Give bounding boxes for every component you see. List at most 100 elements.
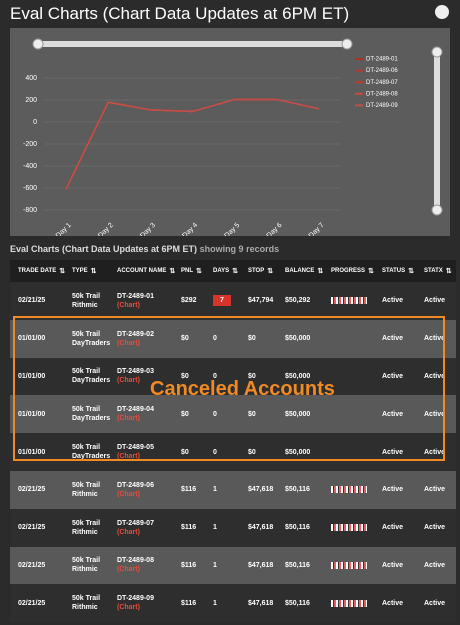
table-cell: Active	[424, 358, 445, 396]
table-cell: $50,000	[285, 358, 310, 396]
account-type: 50k Trail Rithmic	[72, 292, 101, 309]
trade-date: 02/21/25	[18, 486, 46, 494]
chart-link[interactable]: (Chart)	[117, 490, 140, 498]
pnl: $0	[181, 335, 189, 343]
account-cell: DT-2489-02 (Chart)	[117, 330, 154, 348]
account-cell: DT-2489-07 (Chart)	[117, 519, 154, 537]
pnl: $0	[181, 448, 189, 456]
account-name: DT-2489-01	[117, 292, 154, 300]
account-name: DT-2489-03	[117, 368, 154, 376]
column-header[interactable]: DAYS	[213, 260, 238, 282]
account-cell: DT-2489-01 (Chart)	[117, 292, 154, 310]
chart-link[interactable]: (Chart)	[117, 566, 140, 574]
account-name: DT-2489-08	[117, 557, 154, 565]
table-row: 02/21/25 50k Trail Rithmic DT-2489-01 (Char…	[10, 282, 456, 321]
x-tick-label: Day 2	[97, 222, 115, 236]
column-header[interactable]: TRADE DATE	[18, 260, 65, 282]
statx: Active	[424, 448, 446, 456]
column-header[interactable]: PROGRESS	[331, 260, 374, 282]
account-type: 50k Trail Rithmic	[72, 481, 101, 498]
pnl: $116	[181, 486, 197, 494]
table-cell: DT-2489-03 (Chart)	[117, 358, 154, 396]
table-cell: 0	[213, 433, 217, 471]
table-cell: $0	[181, 433, 189, 471]
balance: $50,116	[285, 599, 310, 607]
table-row: 01/01/00 50k Trail DayTraders DT-2489-05 (C…	[10, 433, 456, 472]
table-cell: DT-2489-07 (Chart)	[117, 509, 154, 547]
table-cell: $47,618	[248, 509, 273, 547]
table-cell: $50,000	[285, 433, 310, 471]
table-cell: Active	[424, 395, 445, 433]
days: 1	[213, 524, 217, 532]
table-cell: $50,116	[285, 584, 310, 622]
trade-date: 01/01/00	[18, 410, 46, 418]
statx: Active	[424, 410, 446, 418]
table-row: 02/21/25 50k Trail Rithmic DT-2489-09 (Char…	[10, 584, 456, 622]
table-row: 01/01/00 50k Trail DayTraders DT-2489-04 (C…	[10, 395, 456, 435]
table-cell: 1	[213, 547, 217, 585]
table-cell: DT-2489-01 (Chart)	[117, 282, 154, 320]
account-type: 50k Trail Rithmic	[72, 557, 101, 574]
account-name: DT-2489-07	[117, 519, 154, 527]
table-cell: $116	[181, 471, 196, 509]
column-header[interactable]: STOP	[248, 260, 273, 282]
chart-link[interactable]: (Chart)	[117, 301, 140, 309]
account-name: DT-2489-04	[117, 406, 154, 414]
statx: Active	[424, 599, 446, 607]
stop: $47,618	[248, 599, 274, 607]
table-cell: $50,116	[285, 509, 310, 547]
stop: $47,618	[248, 486, 274, 494]
trade-date: 02/21/25	[18, 524, 46, 532]
status: Active	[382, 524, 404, 532]
table-cell: Active	[382, 433, 403, 471]
table-cell: Active	[382, 471, 403, 509]
column-header[interactable]: TYPE	[72, 260, 97, 282]
column-header[interactable]: PNL	[181, 260, 202, 282]
statx: Active	[424, 486, 446, 494]
table-cell: $0	[248, 433, 256, 471]
column-header[interactable]: ACCOUNT NAME	[117, 260, 175, 282]
table-cell: 1	[213, 584, 217, 622]
caption-title: Eval Charts (Chart Data Updates at 6PM E…	[10, 244, 198, 254]
days: 0	[213, 335, 217, 343]
table-cell: 02/21/25	[18, 471, 45, 509]
chart-link[interactable]: (Chart)	[117, 339, 140, 347]
statx: Active	[424, 561, 446, 569]
days: 0	[213, 448, 217, 456]
table-cell: 02/21/25	[18, 584, 45, 622]
table-cell: Active	[424, 433, 445, 471]
table-cell: 50k Trail DayTraders	[72, 395, 114, 433]
table-cell: Active	[382, 547, 403, 585]
status: Active	[382, 410, 404, 418]
chart-link[interactable]: (Chart)	[117, 377, 140, 385]
trade-date: 02/21/25	[18, 561, 46, 569]
balance: $50,000	[285, 410, 311, 418]
progress-bar	[331, 561, 367, 569]
column-header[interactable]: STATUS	[382, 260, 414, 282]
table-cell: $0	[181, 358, 189, 396]
column-header[interactable]: BALANCE	[285, 260, 323, 282]
account-name: DT-2489-05	[117, 444, 154, 452]
pnl: $0	[181, 372, 189, 380]
chart-link[interactable]: (Chart)	[117, 453, 140, 461]
slider-handle	[431, 204, 443, 216]
column-header[interactable]: STATX	[424, 260, 452, 282]
balance: $50,116	[285, 486, 310, 494]
table-cell: 50k Trail DayTraders	[72, 433, 114, 471]
menu-icon[interactable]	[435, 5, 449, 19]
page-title: Eval Charts (Chart Data Updates at 6PM E…	[10, 4, 350, 23]
account-type: 50k Trail Rithmic	[72, 519, 101, 536]
chart-link[interactable]: (Chart)	[117, 415, 140, 423]
chart-link[interactable]: (Chart)	[117, 528, 140, 536]
pnl: $116	[181, 561, 197, 569]
table-cell: 02/21/25	[18, 509, 45, 547]
y-tick-label: -600	[23, 185, 37, 192]
table-cell: Active	[382, 358, 403, 396]
table-cell: 50k Trail Rithmic	[72, 509, 114, 547]
chart-link[interactable]: (Chart)	[117, 604, 140, 612]
table-cell: 01/01/00	[18, 320, 45, 358]
table-cell: Active	[424, 282, 445, 320]
table-cell: DT-2489-09 (Chart)	[117, 584, 154, 622]
status: Active	[382, 561, 404, 569]
